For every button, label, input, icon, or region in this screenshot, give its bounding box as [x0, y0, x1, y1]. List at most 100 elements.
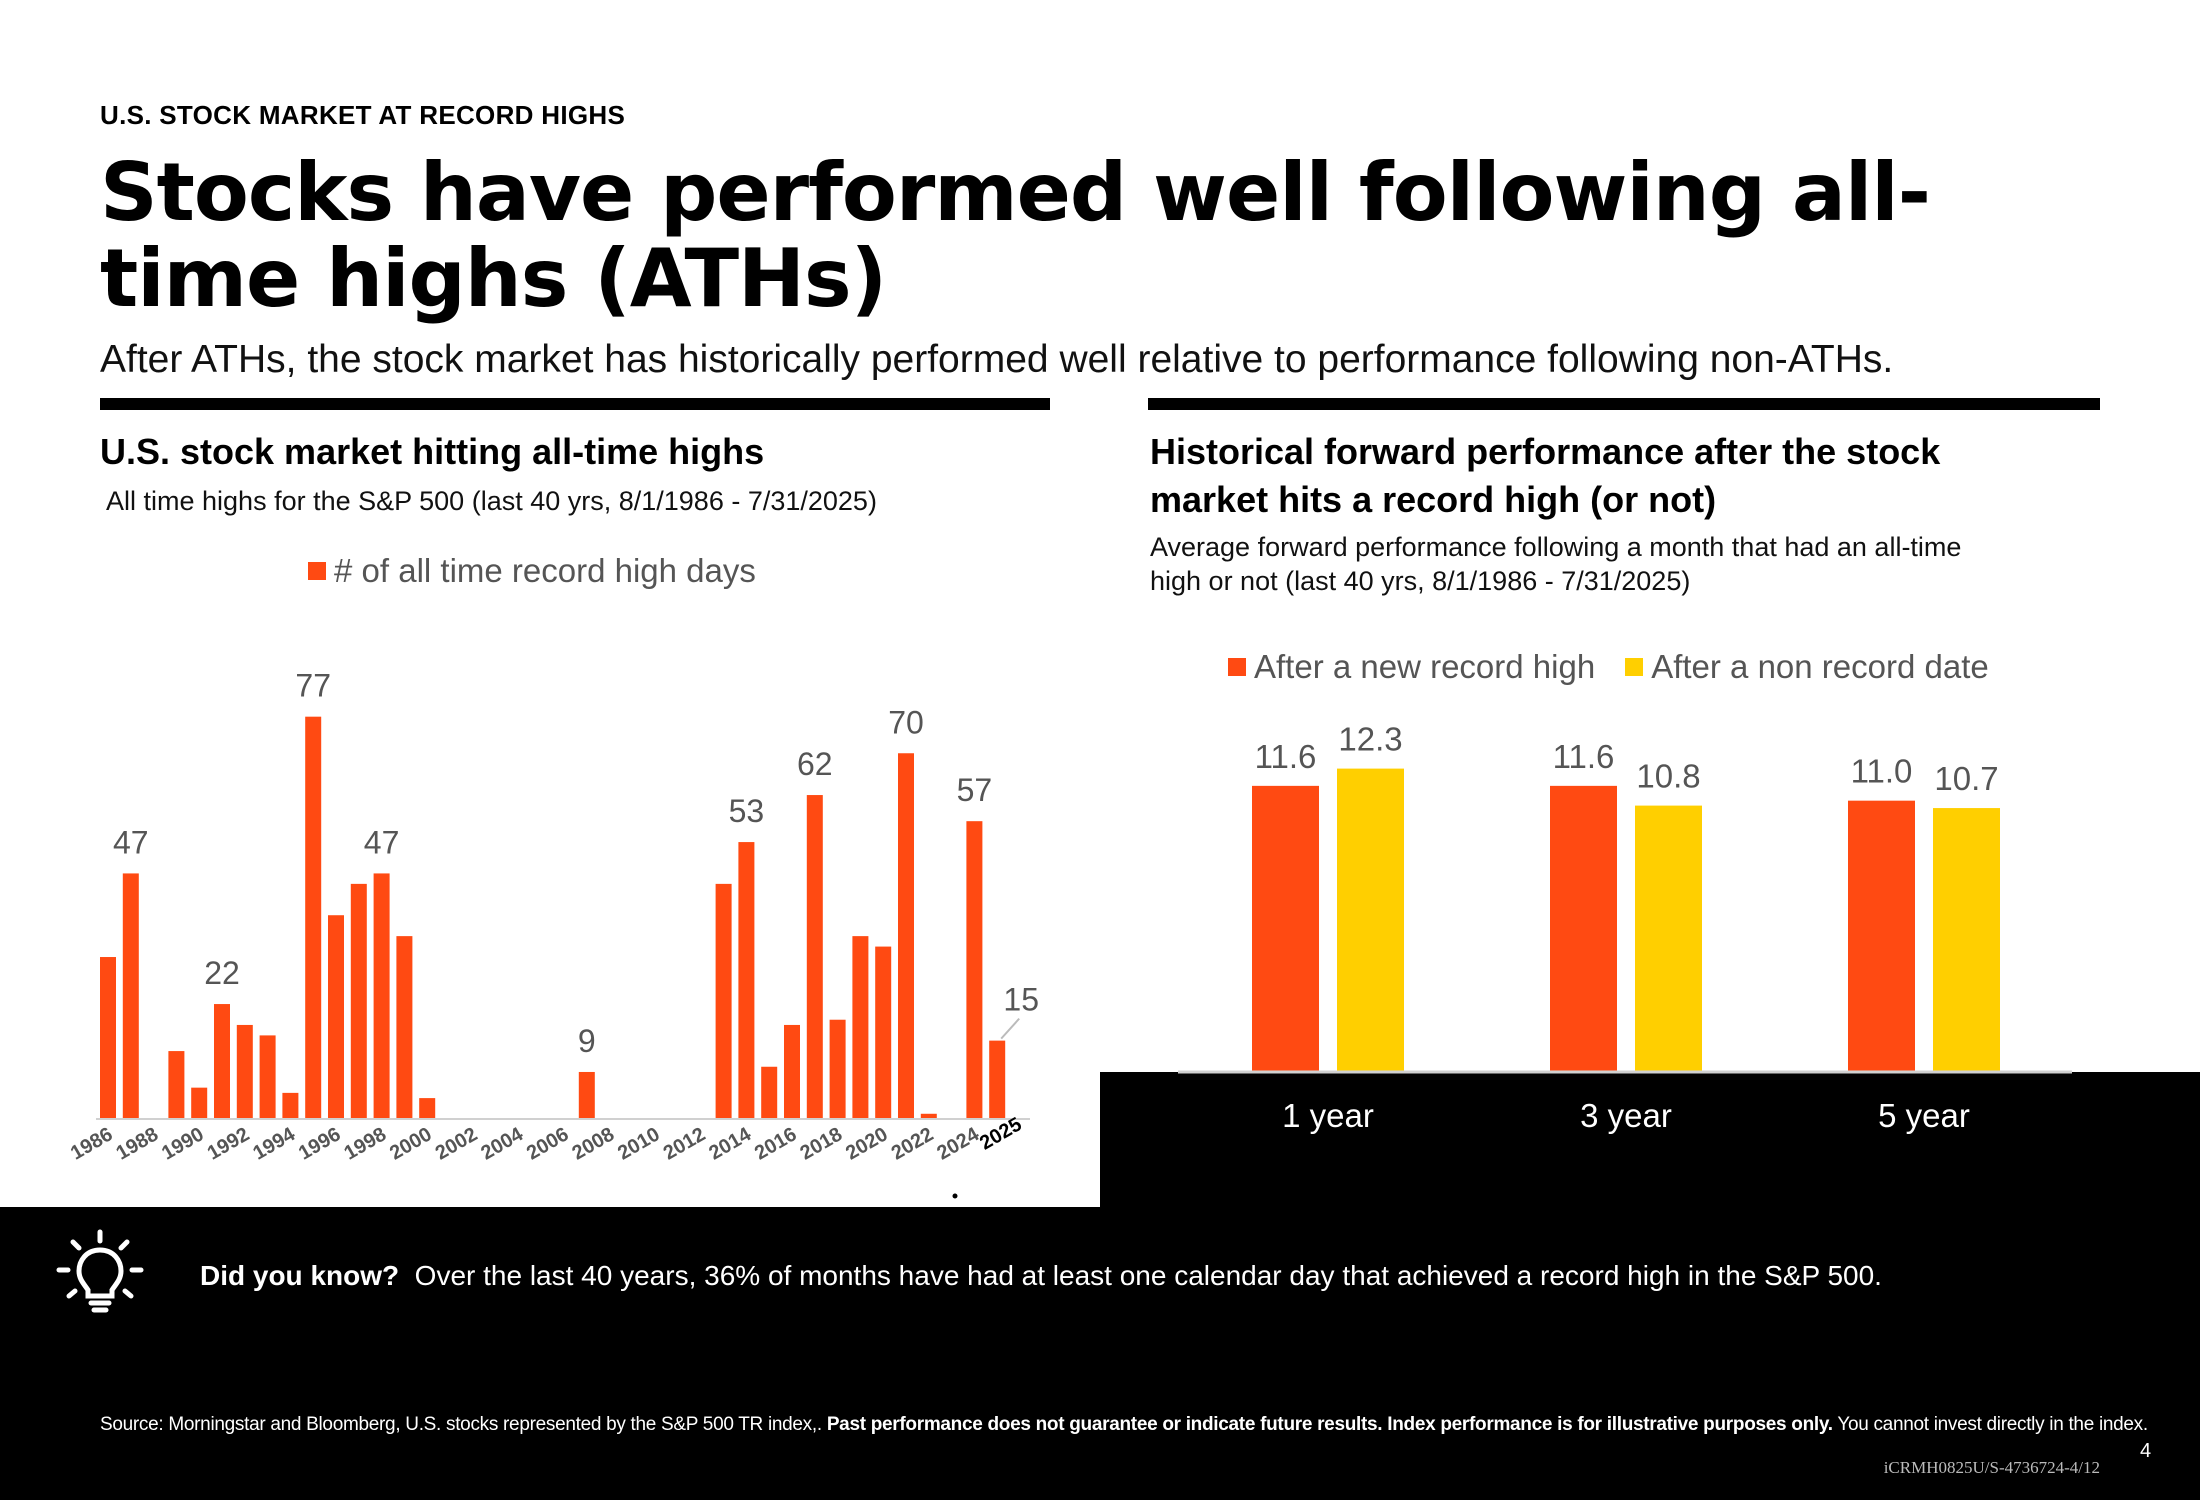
- tick-label-2012: 2012: [660, 1123, 710, 1164]
- bar-1987: [122, 873, 139, 1119]
- bar-1996: [328, 915, 344, 1119]
- right-chart-legend: After a new record high After a non reco…: [1228, 648, 1989, 686]
- bar-1-year-series1: [1252, 785, 1319, 1072]
- tick-dot: [952, 1193, 958, 1199]
- data-label-3-year-series2: 10.8: [1636, 758, 1700, 795]
- eyebrow: U.S. STOCK MARKET AT RECORD HIGHS: [100, 100, 626, 130]
- tick-label-1994: 1994: [249, 1123, 299, 1165]
- right-chart-subtitle-line2: high or not (last 40 yrs, 8/1/1986 - 7/3…: [1150, 566, 1691, 596]
- data-label-1-year-series1: 11.6: [1255, 738, 1317, 775]
- data-label-2021: 70: [888, 704, 924, 740]
- right-chart-title-line2: market hits a record high (or not): [1150, 479, 1717, 520]
- data-label-2007: 9: [578, 1023, 596, 1059]
- tick-label-1990: 1990: [158, 1123, 208, 1164]
- tick-label-2020: 2020: [842, 1123, 892, 1164]
- did-you-know-label: Did you know?: [200, 1260, 400, 1291]
- bar-2007: [578, 1071, 595, 1119]
- bar-1995: [305, 716, 322, 1119]
- right-bar-chart: 11.6 12.3 11.6 10.8 11.0 10.7 1 year 3 year 5 y…: [1178, 721, 2072, 1134]
- tick-label-2014: 2014: [705, 1123, 755, 1165]
- data-label-2024: 57: [957, 772, 993, 808]
- right-chart-title-line1: Historical forward performance after the…: [1150, 431, 1941, 472]
- bar-3-year-series2: [1635, 805, 1702, 1072]
- tick-label-2016: 2016: [751, 1123, 801, 1164]
- bar-3-year-series1: [1550, 785, 1617, 1072]
- tick-label-1996: 1996: [295, 1123, 345, 1164]
- legend-swatch-non-record: [1625, 658, 1644, 676]
- bar-2025: [989, 1040, 1006, 1119]
- left-chart-subtitle: All time highs for the S&P 500 (last 40 …: [106, 486, 877, 516]
- bar-2016: [784, 1024, 800, 1119]
- category-label-5-year: 5 year: [1878, 1097, 1970, 1134]
- data-label-2017: 62: [797, 746, 833, 782]
- data-label-1998: 47: [364, 824, 400, 860]
- bar-2022: [920, 1113, 937, 1119]
- leader-line-2025: [1000, 1017, 1020, 1040]
- right-divider: [1148, 398, 2100, 410]
- data-label-2025: 15: [1003, 982, 1039, 1018]
- tick-label-1988: 1988: [113, 1123, 163, 1164]
- legend-label-ath-days: # of all time record high days: [334, 552, 756, 589]
- left-divider: [100, 398, 1050, 410]
- tick-label-2024: 2024: [933, 1123, 983, 1165]
- data-label-5-year-series1: 11.0: [1851, 753, 1913, 790]
- tick-label-1992: 1992: [204, 1123, 254, 1164]
- tick-label-2000: 2000: [386, 1123, 436, 1164]
- bar-5-year-series2: [1933, 808, 2000, 1072]
- legend-swatch-ath-days: [308, 562, 326, 580]
- bar-2017: [806, 795, 823, 1119]
- source-note: Source: Morningstar and Bloomberg, U.S. …: [100, 1414, 2148, 1436]
- bar-1989: [168, 1051, 185, 1119]
- bar-2000: [419, 1098, 436, 1119]
- tick-label-2022: 2022: [888, 1123, 938, 1164]
- page-subtitle: After ATHs, the stock market has histori…: [100, 338, 1894, 381]
- tick-label-2010: 2010: [614, 1123, 664, 1164]
- source-prefix: Source: Morningstar and Bloomberg, U.S. …: [100, 1414, 822, 1435]
- data-label-1995: 77: [295, 668, 331, 704]
- bar-2020: [875, 946, 892, 1119]
- data-label-1991: 22: [204, 955, 240, 991]
- tick-label-2004: 2004: [477, 1123, 527, 1165]
- bar-1997: [350, 883, 367, 1119]
- bar-1-year-series2: [1337, 768, 1404, 1072]
- tick-label-1998: 1998: [341, 1123, 391, 1164]
- tick-label-1986: 1986: [67, 1123, 117, 1164]
- tick-label-2006: 2006: [523, 1123, 573, 1164]
- legend-swatch-record-high: [1228, 658, 1246, 676]
- bar-1993: [259, 1035, 276, 1119]
- category-label-1-year: 1 year: [1282, 1097, 1374, 1134]
- bar-2019: [852, 936, 869, 1119]
- bar-1994: [282, 1092, 299, 1119]
- bar-2013: [715, 883, 732, 1119]
- bar-2014: [738, 842, 755, 1119]
- bar-2015: [761, 1066, 778, 1119]
- bar-1999: [396, 936, 413, 1119]
- bar-1990: [191, 1087, 208, 1119]
- category-label-3-year: 3 year: [1580, 1097, 1672, 1134]
- footer-wedge: [1100, 1072, 2200, 1212]
- data-label-2014: 53: [729, 793, 765, 829]
- bar-2021: [898, 753, 914, 1119]
- bar-1986: [100, 957, 116, 1119]
- legend-label-record-high: After a new record high: [1254, 648, 1596, 685]
- bar-1991: [214, 1004, 230, 1119]
- footer-bar: [0, 1207, 2200, 1500]
- bar-2024: [966, 821, 983, 1119]
- data-label-3-year-series1: 11.6: [1553, 738, 1615, 775]
- left-chart-title: U.S. stock market hitting all-time highs: [100, 431, 765, 472]
- did-you-know: Did you know? Over the last 40 years, 36…: [200, 1260, 1882, 1292]
- tick-label-2008: 2008: [569, 1123, 619, 1164]
- right-chart-subtitle-line1: Average forward performance following a …: [1150, 532, 1962, 562]
- page-title: Stocks have performed well following all…: [100, 146, 1931, 325]
- document-id: iCRMH0825U/S-4736724-4/12: [1883, 1458, 2100, 1477]
- tick-label-2018: 2018: [797, 1123, 847, 1164]
- left-bar-chart: 47 22 77 47 9 53 62 70 57 15 19861988199019921994…: [67, 668, 1039, 1199]
- legend-label-non-record: After a non record date: [1651, 648, 1989, 685]
- page-number: 4: [2140, 1440, 2152, 1462]
- tick-label-2002: 2002: [432, 1123, 482, 1164]
- source-suffix: You cannot invest directly in the index.: [1837, 1414, 2148, 1435]
- did-you-know-text: Over the last 40 years, 36% of months ha…: [414, 1260, 1882, 1291]
- bar-1992: [236, 1024, 253, 1119]
- data-label-1987: 47: [113, 824, 149, 860]
- data-label-5-year-series2: 10.7: [1934, 760, 1998, 797]
